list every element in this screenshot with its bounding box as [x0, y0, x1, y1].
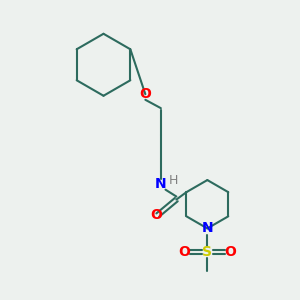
Text: H: H — [169, 175, 178, 188]
Text: O: O — [150, 208, 162, 222]
Text: N: N — [155, 177, 167, 191]
Text: O: O — [178, 245, 190, 259]
Text: O: O — [225, 245, 236, 259]
Text: N: N — [202, 221, 213, 236]
Text: S: S — [202, 245, 212, 259]
Text: O: O — [140, 87, 151, 101]
